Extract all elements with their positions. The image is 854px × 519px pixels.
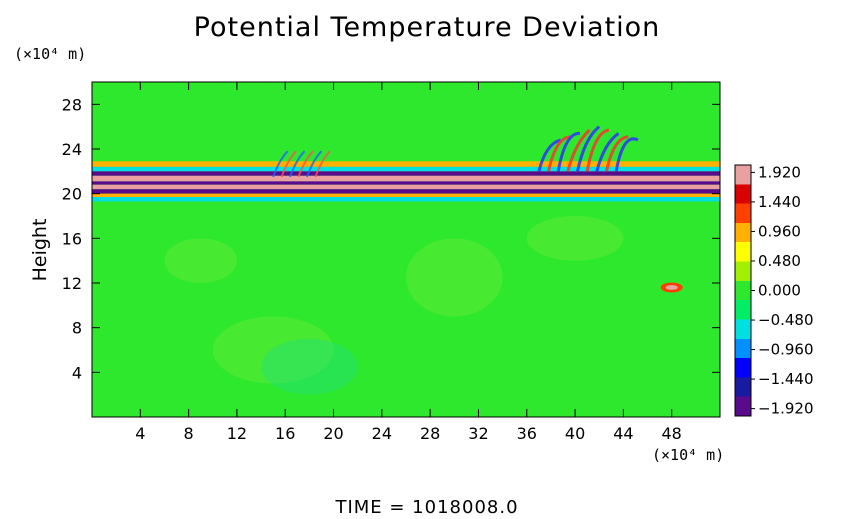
colorbar-tick-label: −1.920 [758, 400, 814, 418]
colorbar-tick-label: 1.440 [758, 193, 801, 211]
wave-crest [595, 132, 620, 172]
colorbar-tick-label: −0.960 [758, 341, 814, 359]
x-tick-label: 16 [275, 424, 295, 443]
warm-patch-core [665, 284, 678, 290]
wave-crest [314, 150, 331, 178]
field-band [92, 184, 720, 190]
x-tick-label: 24 [372, 424, 392, 443]
x-tick-label: 8 [184, 424, 194, 443]
x-tick-label: 36 [517, 424, 537, 443]
field-band [92, 193, 720, 198]
colorbar-tick-label: −1.440 [758, 370, 814, 388]
wave-crest [306, 150, 323, 178]
wave-crest [556, 131, 581, 172]
wave-crest [297, 150, 314, 178]
colorbar: 1.920 1.440 0.960 0.480 0.000 −0.480 −0.960 −1.… [734, 163, 814, 418]
wave-crest [576, 125, 601, 172]
field-band [92, 171, 720, 176]
colorbar-tick-label: −0.480 [758, 311, 814, 329]
field-band [92, 166, 720, 172]
y-axis: 4 8 12 16 20 24 28 [62, 95, 720, 382]
colorbar-tick-label: 0.480 [758, 252, 801, 270]
wave-crest [605, 135, 629, 172]
y-tick-label: 4 [72, 363, 82, 382]
y-tick-label: 8 [72, 319, 82, 338]
y-tick-label: 12 [62, 274, 82, 293]
field-band [92, 189, 720, 194]
heatmap-field [92, 82, 720, 417]
x-tick-label: 20 [323, 424, 343, 443]
colorbar-tick-label: 0.000 [758, 282, 801, 300]
colorbar-tick-label: 1.920 [758, 163, 801, 181]
x-tick-label: 4 [135, 424, 145, 443]
field-patch [212, 316, 334, 384]
wave-crest [289, 150, 306, 178]
plot-frame [91, 81, 721, 418]
field-band [92, 181, 720, 185]
field-patch [164, 238, 237, 283]
field-band [92, 161, 720, 167]
wave-crest [272, 150, 289, 178]
chart-title: Potential Temperature Deviation [193, 12, 661, 43]
wave-crest [537, 138, 562, 172]
x-axis: 4 8 12 16 20 24 28 32 36 40 44 48 [135, 82, 682, 443]
x-tick-label: 40 [565, 424, 585, 443]
field-band [92, 197, 720, 202]
x-tick-label: 48 [662, 424, 682, 443]
colorbar-tick-label: 0.960 [758, 222, 801, 240]
y-axis-unit: (×10⁴ m) [14, 45, 87, 63]
y-tick-label: 28 [62, 95, 82, 114]
wave-crest [566, 128, 591, 172]
field-patch [526, 216, 624, 261]
time-readout: TIME = 1018008.0 [335, 497, 519, 518]
x-tick-label: 32 [468, 424, 488, 443]
wave-crest [547, 135, 571, 172]
field-patch [261, 338, 358, 395]
wave-crest [614, 137, 639, 172]
field-patch [406, 238, 503, 317]
colorbar-scale [734, 164, 752, 417]
y-tick-label: 24 [62, 140, 82, 159]
wave-crest [280, 150, 297, 178]
x-axis-unit: (×10⁴ m) [652, 446, 725, 464]
x-tick-label: 44 [613, 424, 633, 443]
field-band [92, 175, 720, 182]
x-tick-label: 28 [420, 424, 440, 443]
wave-crest [585, 128, 610, 172]
y-tick-label: 20 [62, 185, 82, 204]
y-tick-label: 16 [62, 229, 82, 248]
x-tick-label: 12 [227, 424, 247, 443]
